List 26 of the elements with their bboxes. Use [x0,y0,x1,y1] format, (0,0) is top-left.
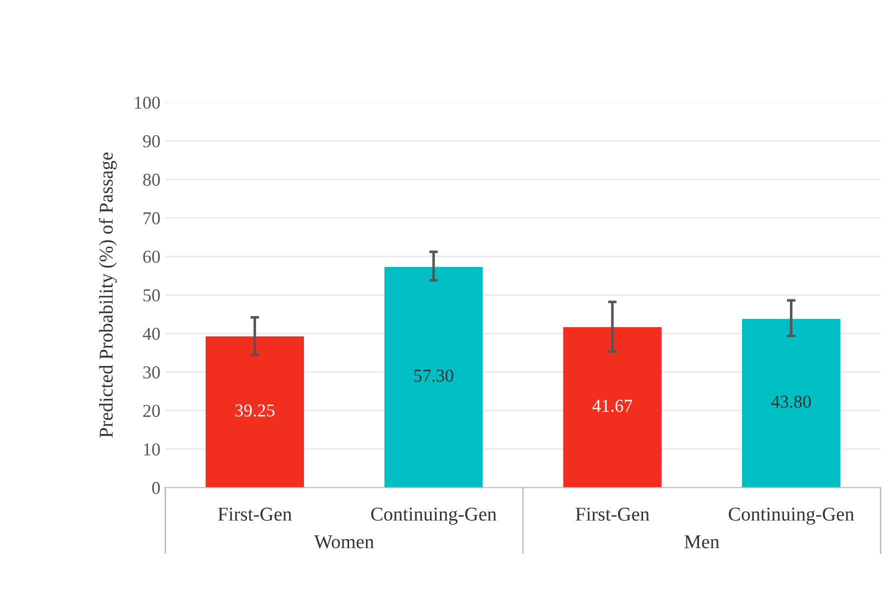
x-tick-label: Continuing-Gen [371,508,496,525]
bar [563,327,662,488]
y-tick-label: 70 [144,212,160,224]
text: Women [314,535,374,548]
x-tick-label: First-Gen [576,508,650,521]
y-tick-label: 0 [152,482,160,494]
data-label: 39.25 [235,404,274,417]
y-tick-label: 40 [142,328,160,340]
data-label: 41.67 [592,400,632,412]
y-axis-title: Predicted Probability (%) of Passage [98,152,117,438]
x-tick-label: First-Gen [218,508,292,521]
y-tick-label: 50 [144,289,160,302]
bar [206,336,304,488]
x-tick-label: Continuing-Gen [728,508,854,525]
y-tick-label: 100 [135,96,160,109]
text: Men [684,535,720,548]
y-tick-label: 10 [144,443,160,456]
y-tick-label: 80 [143,174,160,186]
data-label: 57.30 [414,370,454,382]
bar [384,266,483,488]
y-tick-label: 20 [143,404,160,418]
y-tick-label: 60 [143,250,160,263]
bar [742,318,840,488]
y-tick-label: 90 [143,135,160,148]
y-tick-label: 30 [143,366,160,378]
data-label: 43.80 [771,396,811,408]
